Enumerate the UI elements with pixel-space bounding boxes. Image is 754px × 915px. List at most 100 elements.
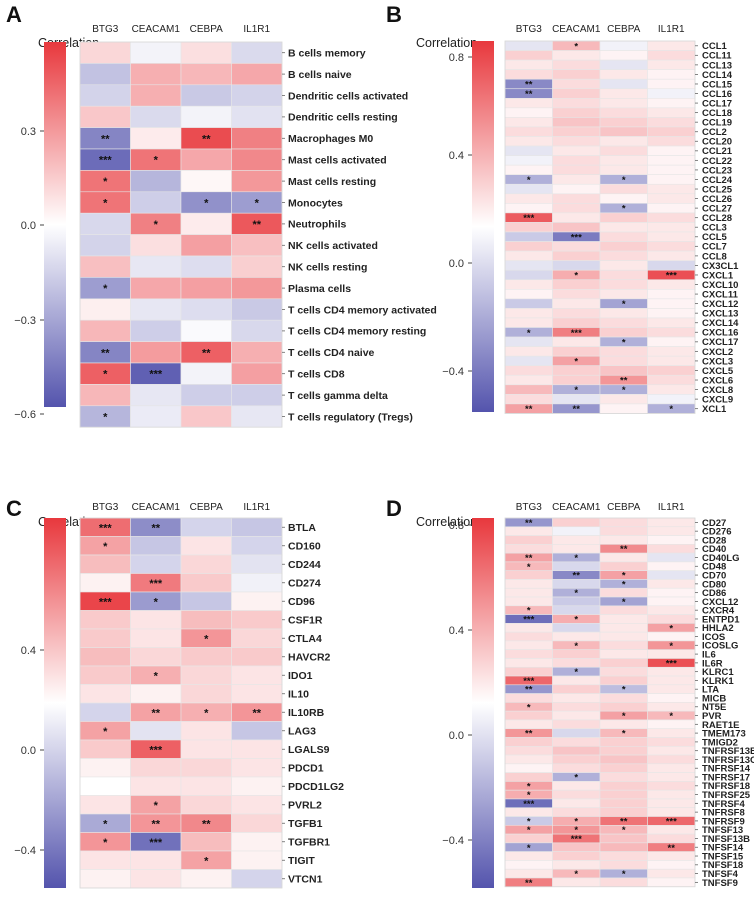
heatmap-cell bbox=[180, 776, 232, 796]
heatmap-cell bbox=[504, 222, 553, 233]
heatmap-cell bbox=[552, 535, 601, 545]
row-label-il6r: IL6R bbox=[702, 658, 723, 669]
row-label-t-cells-cd4-memory-resting: T cells CD4 memory resting bbox=[288, 326, 426, 338]
heatmap-cell bbox=[504, 596, 553, 607]
heatmap-cell bbox=[599, 327, 648, 338]
significance-stars: *** bbox=[523, 799, 534, 810]
row-label-vtcn1: VTCN1 bbox=[288, 874, 323, 886]
heatmap-cell bbox=[647, 587, 696, 598]
heatmap-cell bbox=[504, 666, 553, 677]
row-label-ccl26: CCL26 bbox=[702, 194, 732, 205]
heatmap-cell bbox=[647, 336, 696, 347]
heatmap-cell bbox=[504, 763, 553, 773]
row-label-cxcl10: CXCL10 bbox=[702, 280, 738, 291]
row-label-tnfrsf18: TNFRSF18 bbox=[702, 781, 750, 792]
colorbar bbox=[44, 42, 66, 407]
row-label-tgfbr1: TGFBR1 bbox=[288, 837, 330, 849]
heatmap-cell bbox=[180, 277, 232, 300]
row-label-tmem173: TMEM173 bbox=[702, 729, 746, 740]
heatmap-cell bbox=[552, 365, 601, 376]
heatmap-cell bbox=[599, 50, 648, 61]
heatmap-cell bbox=[647, 374, 696, 386]
heatmap-cell bbox=[504, 308, 553, 319]
heatmap-cell bbox=[130, 277, 182, 300]
significance-stars: *** bbox=[571, 232, 582, 243]
row-label-icos: ICOS bbox=[702, 632, 725, 643]
row-label-hhla2: HHLA2 bbox=[702, 623, 734, 634]
heatmap-cell bbox=[180, 170, 232, 193]
significance-stars: ** bbox=[620, 544, 628, 555]
significance-stars: * bbox=[103, 283, 108, 295]
significance-stars: ** bbox=[525, 518, 533, 529]
heatmap-cell bbox=[504, 719, 553, 730]
heatmap-cell bbox=[599, 693, 648, 703]
heatmap-cell bbox=[599, 279, 648, 290]
heatmap-cell bbox=[504, 260, 553, 271]
panel-letter-b: B bbox=[386, 2, 402, 27]
heatmap-cell bbox=[231, 170, 283, 193]
heatmap-cell bbox=[130, 684, 182, 704]
colorbar-tick-label: 0.4 bbox=[449, 150, 464, 162]
column-header-btg3: BTG3 bbox=[516, 24, 543, 35]
colorbar-tick-label: 0.3 bbox=[21, 126, 36, 138]
heatmap-cell bbox=[647, 50, 696, 61]
significance-stars: * bbox=[669, 641, 673, 652]
heatmap-cell bbox=[647, 666, 696, 677]
heatmap-cell bbox=[180, 319, 232, 342]
heatmap-cell bbox=[647, 327, 696, 338]
heatmap-cell bbox=[130, 319, 182, 342]
significance-stars: ** bbox=[252, 219, 261, 231]
heatmap-cell bbox=[647, 833, 696, 844]
heatmap-cell bbox=[599, 40, 648, 51]
significance-stars: ** bbox=[202, 818, 211, 830]
colorbar-tick-label: 0.0 bbox=[21, 745, 36, 757]
row-label-ido1: IDO1 bbox=[288, 670, 313, 682]
row-label-cxcl3: CXCL3 bbox=[702, 356, 733, 367]
heatmap-cell bbox=[552, 851, 601, 861]
heatmap-cell bbox=[180, 212, 232, 235]
heatmap-cell bbox=[647, 851, 696, 861]
heatmap-cell bbox=[647, 579, 696, 589]
significance-stars: ** bbox=[101, 133, 110, 145]
heatmap-cell bbox=[647, 526, 696, 536]
colorbar-tick-label: −0.4 bbox=[442, 366, 464, 378]
significance-stars: * bbox=[622, 869, 626, 880]
heatmap-cell bbox=[647, 183, 696, 195]
row-label-mast-cells-resting: Mast cells resting bbox=[288, 176, 376, 188]
heatmap-cell bbox=[599, 675, 648, 686]
heatmap-cell bbox=[79, 41, 131, 64]
heatmap-cell bbox=[504, 649, 553, 659]
heatmap-cell bbox=[552, 336, 601, 347]
colorbar-tick-label: −0.6 bbox=[14, 409, 36, 421]
heatmap-cell bbox=[130, 536, 182, 556]
heatmap-cell bbox=[599, 719, 648, 730]
heatmap-cell bbox=[647, 241, 696, 252]
heatmap-cell bbox=[504, 394, 553, 405]
heatmap-cell bbox=[552, 579, 601, 589]
heatmap-cell bbox=[504, 640, 553, 650]
heatmap-cell bbox=[504, 98, 553, 109]
heatmap-cell bbox=[504, 745, 553, 756]
significance-stars: * bbox=[622, 685, 626, 696]
heatmap-cell bbox=[599, 212, 648, 223]
row-label-cxcl17: CXCL17 bbox=[702, 337, 738, 348]
colorbar-tick-label: 0.0 bbox=[21, 220, 36, 232]
column-header-ceacam1: CEACAM1 bbox=[552, 502, 601, 513]
heatmap-cell bbox=[599, 260, 648, 271]
heatmap-cell bbox=[231, 517, 283, 537]
row-label-monocytes: Monocytes bbox=[288, 197, 343, 209]
significance-stars: * bbox=[574, 270, 578, 281]
row-label-t-cells-regulatory-tregs: T cells regulatory (Tregs) bbox=[288, 411, 413, 423]
significance-stars: *** bbox=[99, 522, 113, 534]
heatmap-cell bbox=[552, 596, 601, 607]
heatmap-cell bbox=[79, 647, 131, 667]
row-label-ccl21: CCL21 bbox=[702, 146, 733, 157]
row-label-cxcl12: CXCL12 bbox=[702, 597, 738, 608]
row-label-t-cells-cd4-naive: T cells CD4 naive bbox=[288, 347, 375, 359]
heatmap-cell bbox=[647, 288, 696, 300]
heatmap-cell bbox=[231, 647, 283, 667]
heatmap-cell bbox=[599, 231, 648, 242]
significance-stars: * bbox=[154, 219, 159, 231]
row-label-ccl28: CCL28 bbox=[702, 213, 732, 224]
heatmap-cell bbox=[231, 832, 283, 852]
